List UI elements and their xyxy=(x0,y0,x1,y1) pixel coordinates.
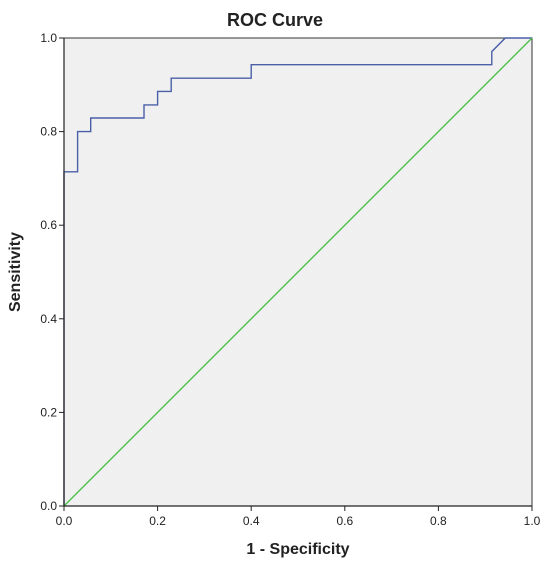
x-tick-label: 0.0 xyxy=(56,514,73,528)
chart-title: ROC Curve xyxy=(226,10,324,30)
y-tick-label: 0.8 xyxy=(40,125,57,139)
x-tick-label: 0.6 xyxy=(336,514,353,528)
x-tick-label: 0.8 xyxy=(430,514,447,528)
x-tick-label: 0.4 xyxy=(243,514,260,528)
x-axis-label: 1 - Specificity xyxy=(246,541,350,558)
x-tick-label: 1.0 xyxy=(524,514,541,528)
y-tick-label: 0.4 xyxy=(40,312,57,326)
y-tick-label: 1.0 xyxy=(40,31,57,45)
y-tick-label: 0.6 xyxy=(40,218,57,232)
series-layer xyxy=(63,37,533,507)
y-axis-label: Sensitivity xyxy=(7,231,24,313)
axes-layer: 0.0 0.2 0.4 0.6 0.8 1.0 0.0 0.2 0.4 0.6 0.8 1.0 xyxy=(40,31,540,528)
y-tick-label: 0.0 xyxy=(40,499,57,513)
x-tick-label: 0.2 xyxy=(149,514,166,528)
reference-diagonal-line xyxy=(63,37,533,507)
roc-curve-line xyxy=(63,37,532,506)
y-tick-label: 0.2 xyxy=(40,405,57,419)
